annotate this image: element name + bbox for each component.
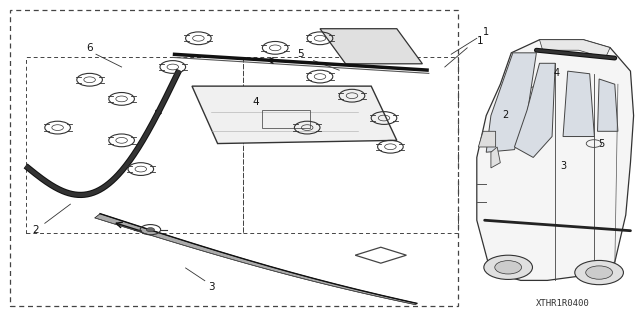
Polygon shape (491, 147, 500, 168)
Text: 2: 2 (502, 110, 509, 120)
Polygon shape (95, 214, 417, 305)
Polygon shape (563, 71, 595, 137)
Text: 3: 3 (208, 282, 214, 292)
Text: XTHR1R0400: XTHR1R0400 (536, 299, 590, 308)
Text: 1: 1 (477, 36, 483, 47)
Text: 4: 4 (554, 68, 560, 78)
Polygon shape (598, 79, 618, 131)
Polygon shape (320, 29, 422, 64)
Circle shape (575, 260, 623, 285)
Polygon shape (540, 40, 610, 58)
Polygon shape (192, 86, 397, 144)
Text: 5: 5 (598, 138, 605, 149)
Polygon shape (477, 40, 634, 280)
Polygon shape (515, 63, 555, 158)
Circle shape (147, 228, 154, 232)
Text: 1: 1 (483, 27, 490, 37)
Circle shape (484, 255, 532, 279)
Bar (10, 10, 458, 306)
Text: 4: 4 (253, 97, 259, 107)
Bar (262, 110, 310, 128)
Text: 6: 6 (86, 43, 93, 53)
Circle shape (586, 266, 612, 279)
Circle shape (495, 261, 522, 274)
Text: 3: 3 (560, 161, 566, 171)
Bar (26, 57, 243, 233)
Polygon shape (486, 53, 536, 152)
Bar (243, 57, 458, 233)
Polygon shape (478, 131, 495, 147)
Text: 5: 5 (298, 49, 304, 59)
Text: 2: 2 (32, 225, 38, 235)
